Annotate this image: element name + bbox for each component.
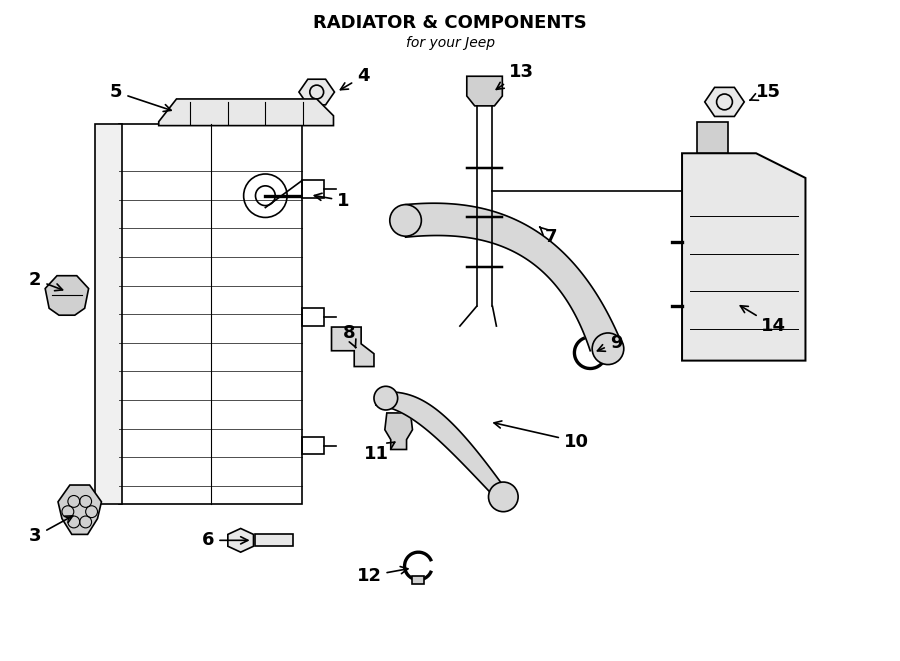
Circle shape xyxy=(374,386,398,410)
Text: 3: 3 xyxy=(29,516,73,545)
Bar xyxy=(302,437,324,454)
Polygon shape xyxy=(376,392,511,497)
Text: 11: 11 xyxy=(364,442,395,463)
Circle shape xyxy=(592,333,624,365)
Text: 6: 6 xyxy=(202,531,248,549)
Text: 15: 15 xyxy=(750,83,780,101)
Bar xyxy=(302,180,324,198)
Polygon shape xyxy=(705,87,744,116)
Polygon shape xyxy=(299,79,335,105)
Polygon shape xyxy=(467,76,502,106)
Text: 2: 2 xyxy=(29,270,62,291)
Text: RADIATOR & COMPONENTS: RADIATOR & COMPONENTS xyxy=(313,14,587,32)
Polygon shape xyxy=(45,276,88,315)
Polygon shape xyxy=(58,485,102,534)
Text: 8: 8 xyxy=(343,324,356,348)
Text: 13: 13 xyxy=(496,63,534,89)
Text: 12: 12 xyxy=(356,566,408,585)
Bar xyxy=(256,534,293,546)
Polygon shape xyxy=(158,99,334,126)
Polygon shape xyxy=(228,529,254,552)
Bar xyxy=(412,576,424,584)
Bar xyxy=(119,124,302,504)
Bar xyxy=(697,122,728,153)
Circle shape xyxy=(390,205,421,236)
Text: 1: 1 xyxy=(314,192,349,210)
Bar xyxy=(302,308,324,326)
Text: 14: 14 xyxy=(741,306,787,335)
Circle shape xyxy=(489,482,518,512)
Polygon shape xyxy=(331,327,374,367)
Polygon shape xyxy=(385,413,412,449)
Text: 5: 5 xyxy=(110,83,171,112)
Text: for your Jeep: for your Jeep xyxy=(406,36,494,50)
Text: 7: 7 xyxy=(540,227,557,246)
Text: 9: 9 xyxy=(598,334,622,352)
Text: 4: 4 xyxy=(340,67,369,90)
Polygon shape xyxy=(682,153,806,361)
Text: 10: 10 xyxy=(494,421,589,451)
Bar xyxy=(94,124,122,504)
Polygon shape xyxy=(406,203,623,351)
